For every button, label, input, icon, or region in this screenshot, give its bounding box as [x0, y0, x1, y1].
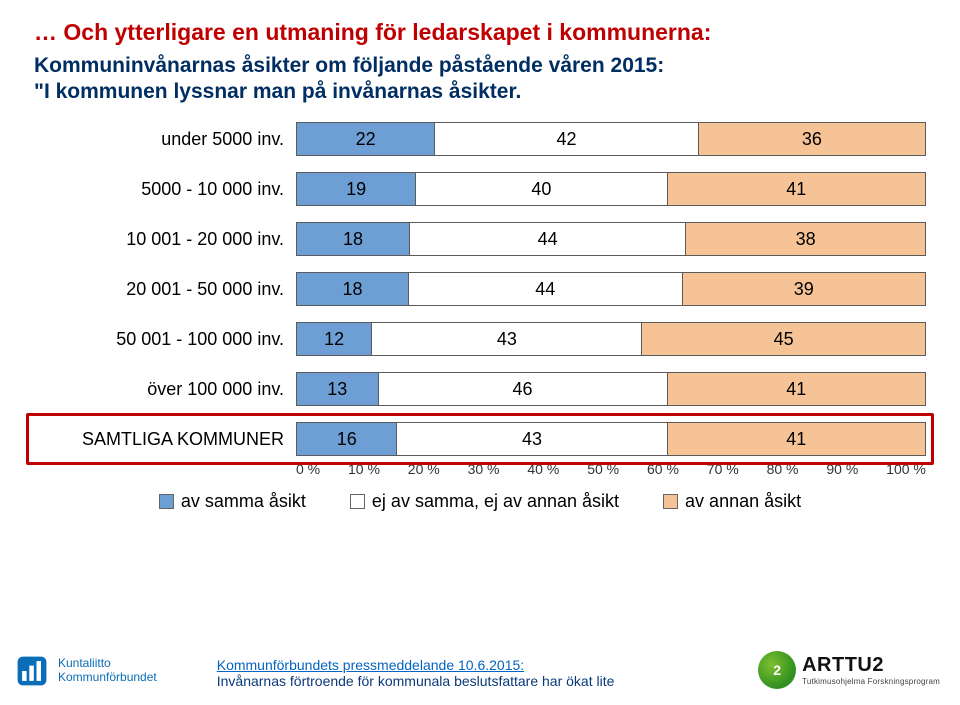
axis-tick: 100 % — [886, 461, 926, 477]
category-label: 20 001 - 50 000 inv. — [34, 279, 296, 300]
stacked-bar: 184439 — [296, 272, 926, 306]
left-logo-line1: Kuntaliitto — [58, 657, 157, 671]
axis-tick: 20 % — [408, 461, 440, 477]
arttu-badge: 2 ARTTU2 Tutkimusohjelma Forskningsprogr… — [758, 651, 940, 689]
bar-segment: 43 — [397, 423, 667, 455]
axis-tick: 30 % — [468, 461, 500, 477]
bar-segment: 41 — [668, 373, 925, 405]
stacked-bar: 184438 — [296, 222, 926, 256]
bar-segment: 38 — [686, 223, 925, 255]
footer-logo-right: 2 ARTTU2 Tutkimusohjelma Forskningsprogr… — [758, 651, 940, 689]
footer-logo-left: Kuntaliitto Kommunförbundet — [14, 653, 157, 689]
subtitle-line: Kommuninvånarnas åsikter om följande pås… — [34, 53, 926, 79]
category-label: SAMTLIGA KOMMUNER — [34, 429, 296, 450]
bar-segment: 41 — [668, 423, 925, 455]
axis-ticks: 0 % 10 % 20 % 30 % 40 % 50 % 60 % 70 % 80 % 90 % 1… — [296, 461, 926, 477]
bar-area: 184438 — [296, 222, 926, 256]
left-logo-text: Kuntaliitto Kommunförbundet — [58, 657, 157, 685]
legend-label: av samma åsikt — [181, 491, 306, 512]
legend-swatch-icon — [663, 494, 678, 509]
chart-row: över 100 000 inv.134641 — [34, 369, 926, 409]
bar-segment: 45 — [642, 323, 925, 355]
bar-segment: 22 — [297, 123, 435, 155]
x-axis: 0 % 10 % 20 % 30 % 40 % 50 % 60 % 70 % 80 % 90 % 1… — [34, 461, 926, 477]
bar-segment: 42 — [435, 123, 699, 155]
arttu-main: ARTTU — [802, 654, 872, 676]
category-label: över 100 000 inv. — [34, 379, 296, 400]
chart-row: 5000 - 10 000 inv.194041 — [34, 169, 926, 209]
axis-tick: 40 % — [527, 461, 559, 477]
bar-segment: 18 — [297, 223, 410, 255]
arttu-two-suffix: 2 — [872, 654, 884, 676]
arttu-two: 2 — [773, 662, 781, 678]
bar-area: 194041 — [296, 172, 926, 206]
legend: av samma åsikt ej av samma, ej av annan … — [34, 491, 926, 512]
bar-segment: 13 — [297, 373, 379, 405]
page-root: … Och ytterligare en utmaning för ledars… — [0, 0, 960, 705]
footer: Kuntaliitto Kommunförbundet Kommunförbun… — [0, 651, 960, 689]
legend-label: ej av samma, ej av annan åsikt — [372, 491, 619, 512]
bar-area: 134641 — [296, 372, 926, 406]
press-subtitle: Invånarnas förtroende för kommunala besl… — [217, 673, 758, 689]
title-block: … Och ytterligare en utmaning för ledars… — [34, 18, 926, 105]
bar-segment: 41 — [668, 173, 925, 205]
axis-spacer — [34, 461, 296, 477]
title-red: … Och ytterligare en utmaning för ledars… — [34, 18, 926, 47]
chart-row: 20 001 - 50 000 inv.184439 — [34, 269, 926, 309]
legend-item-1: av samma åsikt — [159, 491, 306, 512]
legend-swatch-icon — [159, 494, 174, 509]
category-label: under 5000 inv. — [34, 129, 296, 150]
category-label: 5000 - 10 000 inv. — [34, 179, 296, 200]
category-label: 10 001 - 20 000 inv. — [34, 229, 296, 250]
stacked-bar: 194041 — [296, 172, 926, 206]
chart-row: 10 001 - 20 000 inv.184438 — [34, 219, 926, 259]
axis-tick: 80 % — [767, 461, 799, 477]
bar-segment: 36 — [699, 123, 925, 155]
arttu-circle-icon: 2 — [758, 651, 796, 689]
stacked-bar-chart: under 5000 inv.2242365000 - 10 000 inv.1… — [34, 119, 926, 459]
axis-tick: 90 % — [826, 461, 858, 477]
legend-label: av annan åsikt — [685, 491, 801, 512]
chart-row: under 5000 inv.224236 — [34, 119, 926, 159]
bar-area: 224236 — [296, 122, 926, 156]
arttu-sub: Tutkimusohjelma Forskningsprogram — [802, 677, 940, 686]
subtitle-wrap: Kommuninvånarnas åsikter om följande pås… — [34, 53, 926, 106]
bar-segment: 39 — [683, 273, 925, 305]
bar-segment: 43 — [372, 323, 642, 355]
bar-segment: 12 — [297, 323, 372, 355]
bar-segment: 16 — [297, 423, 397, 455]
axis-tick: 50 % — [587, 461, 619, 477]
axis-tick: 10 % — [348, 461, 380, 477]
bar-segment: 18 — [297, 273, 409, 305]
legend-swatch-icon — [350, 494, 365, 509]
axis-tick: 0 % — [296, 461, 320, 477]
bar-segment: 44 — [410, 223, 686, 255]
footer-center: Kommunförbundets pressmeddelande 10.6.20… — [157, 657, 758, 689]
stacked-bar: 124345 — [296, 322, 926, 356]
category-label: 50 001 - 100 000 inv. — [34, 329, 296, 350]
legend-item-3: av annan åsikt — [663, 491, 801, 512]
axis-tick: 60 % — [647, 461, 679, 477]
bar-area: 164341 — [296, 422, 926, 456]
stacked-bar: 164341 — [296, 422, 926, 456]
bar-segment: 40 — [416, 173, 667, 205]
chart-row: 50 001 - 100 000 inv.124345 — [34, 319, 926, 359]
stacked-bar: 134641 — [296, 372, 926, 406]
chart-row: SAMTLIGA KOMMUNER164341 — [34, 419, 926, 459]
bar-area: 184439 — [296, 272, 926, 306]
kuntaliitto-logo-icon — [14, 653, 50, 689]
quote-line: "I kommunen lyssnar man på invånarnas ås… — [34, 79, 926, 105]
legend-item-2: ej av samma, ej av annan åsikt — [350, 491, 619, 512]
stacked-bar: 224236 — [296, 122, 926, 156]
bar-segment: 46 — [379, 373, 668, 405]
press-link[interactable]: Kommunförbundets pressmeddelande 10.6.20… — [217, 657, 758, 673]
axis-tick: 70 % — [707, 461, 739, 477]
arttu-text: ARTTU2 Tutkimusohjelma Forskningsprogram — [802, 654, 940, 686]
bar-segment: 19 — [297, 173, 416, 205]
bar-segment: 44 — [409, 273, 683, 305]
bar-area: 124345 — [296, 322, 926, 356]
left-logo-line2: Kommunförbundet — [58, 671, 157, 685]
